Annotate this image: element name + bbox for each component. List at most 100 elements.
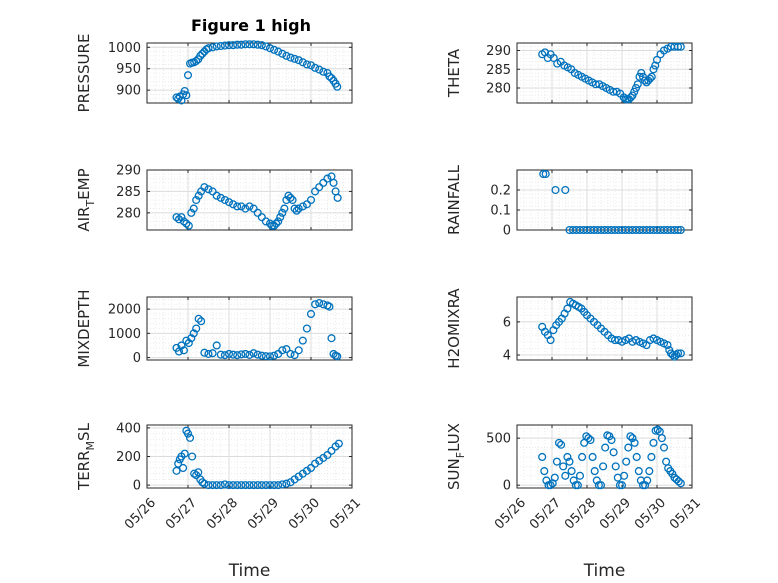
data-point	[676, 225, 685, 235]
data-point	[311, 187, 320, 196]
data-point	[212, 191, 221, 200]
data-point	[315, 299, 324, 308]
data-point	[676, 349, 685, 358]
data-point	[172, 466, 181, 475]
data-point	[626, 432, 635, 441]
axes-box	[146, 169, 353, 231]
y-tick-label: 1000	[108, 41, 141, 56]
x-tick-label: 05/28	[204, 495, 241, 532]
data-point	[179, 217, 188, 226]
data-point	[200, 479, 209, 488]
y-tick-label: 0.2	[490, 184, 511, 199]
subplot-1: 900 950 1000 PRESSURE	[75, 34, 353, 112]
y-tick-label: 900	[116, 84, 141, 99]
data-point	[592, 476, 601, 485]
data-point	[265, 219, 275, 228]
data-point	[196, 51, 205, 60]
data-point	[194, 314, 203, 323]
data-point	[216, 41, 225, 51]
data-point	[539, 169, 548, 179]
data-point	[253, 208, 262, 217]
data-point	[241, 349, 250, 358]
data-point	[208, 187, 217, 196]
y-tick-label: 2000	[108, 303, 141, 318]
data-point	[257, 213, 266, 222]
data-point	[315, 183, 324, 192]
data-point	[561, 471, 570, 480]
data-point	[204, 481, 213, 490]
data-point	[601, 443, 610, 452]
data-point	[294, 56, 303, 65]
data-point	[290, 351, 299, 360]
y-tick-label: 400	[116, 421, 141, 436]
data-point	[561, 185, 570, 195]
data-point	[333, 82, 342, 91]
y-axis-label: SUNFLUX	[445, 423, 467, 490]
data-point	[567, 467, 576, 476]
data-point	[323, 451, 332, 460]
data-point	[261, 42, 270, 51]
data-point	[249, 204, 258, 213]
data-point	[290, 204, 299, 213]
data-point	[278, 480, 287, 489]
data-point	[668, 350, 677, 360]
data-point	[172, 213, 181, 222]
data-point	[274, 47, 283, 56]
data-point	[249, 40, 258, 49]
data-point	[253, 350, 262, 359]
subplot-4: 0 0.1 0.2 RAINFALL	[445, 164, 693, 239]
data-point	[187, 334, 196, 343]
data-point	[177, 213, 186, 222]
data-point	[282, 195, 291, 205]
data-point	[233, 202, 242, 211]
data-point	[634, 467, 643, 476]
data-point	[327, 334, 336, 343]
data-point	[237, 481, 246, 490]
data-point	[197, 317, 206, 326]
data-point	[241, 204, 250, 213]
data-point	[552, 457, 561, 466]
x-tick-label: 05/31	[667, 495, 704, 532]
data-point	[194, 468, 203, 477]
data-point	[245, 481, 254, 490]
data-point	[220, 480, 229, 489]
data-point	[591, 80, 600, 89]
data-point	[179, 346, 188, 355]
data-point	[599, 462, 608, 471]
data-point	[633, 80, 642, 89]
data-point	[200, 348, 209, 357]
data-point	[575, 471, 585, 480]
data-point	[319, 178, 328, 187]
y-tick-label: 280	[116, 206, 141, 221]
subplot-5: 0 1000 2000 MIXDEPTH	[75, 289, 353, 368]
data-point	[257, 481, 266, 490]
y-tick-label: 200	[116, 450, 141, 465]
data-point	[635, 72, 644, 81]
data-point	[220, 195, 229, 205]
figure-title: Figure 1 high	[191, 16, 311, 35]
x-tick-label: 05/27	[527, 495, 564, 532]
data-point	[284, 191, 293, 200]
data-point	[640, 76, 649, 85]
data-point	[241, 40, 250, 49]
data-point	[325, 72, 334, 81]
x-axis-label: Time	[583, 561, 626, 581]
data-point	[311, 63, 320, 72]
data-point	[198, 49, 207, 58]
data-point	[261, 352, 270, 361]
subplot-7: 0 200 400 TERRMSL 05/26 05/27 05/28 05/29 05/30 0…	[75, 421, 364, 581]
data-point	[257, 351, 266, 360]
subplot-2: 280 285 290 THETA	[445, 42, 693, 104]
data-point	[253, 40, 262, 49]
axes-box	[516, 296, 693, 361]
data-point	[617, 481, 627, 490]
y-axis-label: H2OMIXRA	[445, 288, 463, 369]
data-point	[184, 338, 193, 348]
data-point	[538, 452, 547, 462]
data-point	[620, 471, 629, 480]
data-point	[643, 476, 652, 485]
data-point	[282, 51, 291, 60]
data-point	[241, 481, 250, 490]
data-point	[306, 463, 316, 473]
data-point	[306, 195, 316, 205]
